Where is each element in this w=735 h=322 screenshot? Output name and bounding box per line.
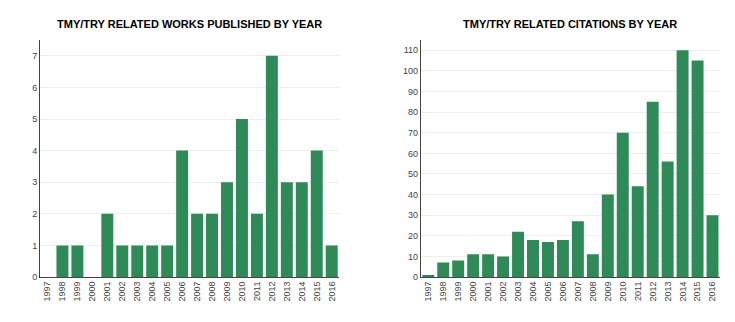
svg-text:2005: 2005 xyxy=(162,282,172,302)
svg-text:2004: 2004 xyxy=(147,282,157,302)
svg-text:2016: 2016 xyxy=(327,282,337,302)
svg-text:2002: 2002 xyxy=(498,282,508,302)
svg-text:30: 30 xyxy=(408,210,418,220)
svg-text:1997: 1997 xyxy=(42,282,52,302)
svg-text:2000: 2000 xyxy=(87,282,97,302)
svg-text:110: 110 xyxy=(404,45,418,55)
svg-text:2012: 2012 xyxy=(648,282,658,302)
svg-text:4: 4 xyxy=(32,146,37,156)
svg-text:2001: 2001 xyxy=(102,282,112,302)
svg-text:2012: 2012 xyxy=(267,282,277,302)
svg-text:2007: 2007 xyxy=(573,282,583,302)
svg-text:60: 60 xyxy=(408,149,418,159)
svg-text:5: 5 xyxy=(32,114,37,124)
svg-text:90: 90 xyxy=(408,87,418,97)
svg-text:TMY/TRY RELATED WORKS PUBLISHE: TMY/TRY RELATED WORKS PUBLISHED BY YEAR xyxy=(57,18,322,30)
svg-text:2004: 2004 xyxy=(528,282,538,302)
svg-text:1999: 1999 xyxy=(72,282,82,302)
svg-text:2011: 2011 xyxy=(252,282,262,301)
svg-text:2013: 2013 xyxy=(282,282,292,302)
svg-text:2010: 2010 xyxy=(237,282,247,302)
svg-text:TMY/TRY RELATED CITATIONS BY Y: TMY/TRY RELATED CITATIONS BY YEAR xyxy=(463,18,677,30)
svg-text:2003: 2003 xyxy=(132,282,142,302)
svg-text:2015: 2015 xyxy=(312,282,322,302)
svg-text:2009: 2009 xyxy=(222,282,232,302)
svg-text:7: 7 xyxy=(32,51,37,61)
svg-text:2013: 2013 xyxy=(663,282,673,302)
svg-text:3: 3 xyxy=(32,177,37,187)
svg-text:70: 70 xyxy=(408,128,418,138)
svg-text:6: 6 xyxy=(32,83,37,93)
svg-text:40: 40 xyxy=(408,190,418,200)
svg-text:2002: 2002 xyxy=(117,282,127,302)
svg-text:2001: 2001 xyxy=(483,282,493,302)
svg-text:100: 100 xyxy=(403,66,418,76)
svg-text:1999: 1999 xyxy=(453,282,463,302)
svg-text:2014: 2014 xyxy=(297,282,307,302)
svg-text:2008: 2008 xyxy=(588,282,598,302)
svg-text:2: 2 xyxy=(32,209,37,219)
svg-text:1998: 1998 xyxy=(57,282,67,302)
svg-text:50: 50 xyxy=(408,169,418,179)
svg-text:2006: 2006 xyxy=(177,282,187,302)
svg-text:2010: 2010 xyxy=(618,282,628,302)
svg-text:20: 20 xyxy=(408,231,418,241)
svg-text:1: 1 xyxy=(32,241,37,251)
svg-text:2011: 2011 xyxy=(633,282,643,301)
svg-text:2008: 2008 xyxy=(207,282,217,302)
svg-text:0: 0 xyxy=(32,272,37,282)
svg-text:0: 0 xyxy=(413,272,418,282)
svg-text:2015: 2015 xyxy=(692,282,702,302)
svg-text:2009: 2009 xyxy=(603,282,613,302)
svg-text:1998: 1998 xyxy=(438,282,448,302)
svg-text:2016: 2016 xyxy=(707,282,717,302)
svg-text:2006: 2006 xyxy=(558,282,568,302)
svg-text:2014: 2014 xyxy=(678,282,688,302)
svg-text:2005: 2005 xyxy=(543,282,553,302)
svg-text:80: 80 xyxy=(408,107,418,117)
svg-text:2007: 2007 xyxy=(192,282,202,302)
svg-text:10: 10 xyxy=(408,252,418,262)
svg-text:1997: 1997 xyxy=(423,282,433,302)
svg-text:2003: 2003 xyxy=(513,282,523,302)
svg-text:2000: 2000 xyxy=(468,282,478,302)
